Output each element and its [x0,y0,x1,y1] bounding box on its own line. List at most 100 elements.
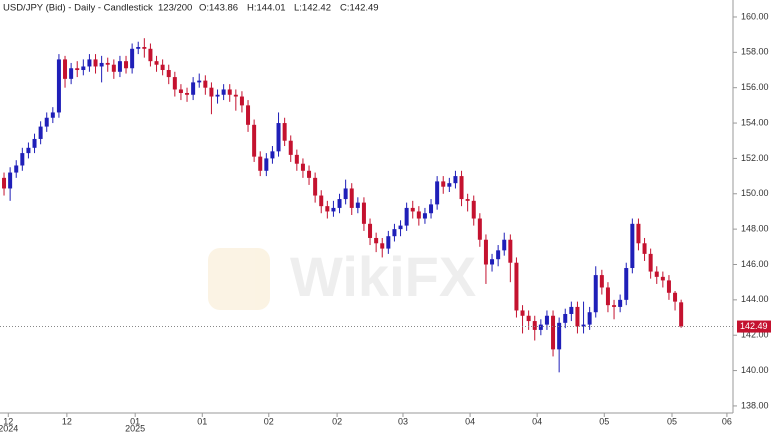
candle-body [178,89,183,93]
candle-body [441,181,446,187]
y-tick-label: 158.00 [741,47,769,57]
candle-body [666,280,671,293]
candle-body [44,117,49,127]
candle-body [575,306,580,327]
candle-body [465,199,470,201]
candle-body [56,59,61,113]
candle-body [69,68,74,79]
y-tick-label: 142.00 [741,330,769,340]
candle-body [673,292,678,302]
candle-body [294,154,299,164]
candle-body [660,276,665,281]
candle-body [624,268,629,300]
candle-body [551,315,556,350]
candle-body [429,204,434,214]
candle-body [483,239,488,265]
candle-body [636,223,641,244]
candle-body [14,165,19,173]
candle-body [32,138,37,148]
candle-body [221,89,226,95]
candle-body [252,124,257,157]
candle-body [20,153,25,166]
candle-body [307,170,312,178]
candle-body [343,188,348,200]
candle-body [612,305,617,307]
candle-body [532,321,537,330]
watermark-logo [208,248,270,310]
candle-body [435,181,440,205]
candle-body [148,48,153,62]
candle-body [209,87,214,97]
candle-body [386,236,391,249]
candle-body [398,225,403,230]
candle-body [239,96,244,106]
candle-body [331,207,336,212]
x-tick-label: 06 [722,416,732,426]
candle-body [111,64,116,72]
candle-body [422,213,427,219]
candle-body [648,253,653,272]
candle-body [270,151,275,159]
candle-body [313,177,318,196]
x-tick-label: 05 [667,416,677,426]
candle-body [569,306,574,314]
candle-body [50,112,55,118]
candle-body [404,207,409,226]
x-tick-label: 01 [130,416,140,426]
candle-body [618,299,623,307]
candle-body [136,47,141,49]
x-tick-label: 02 [264,416,274,426]
candle-body [227,89,232,95]
candle-body [557,322,562,350]
candle-body [593,275,598,313]
y-tick-label: 154.00 [741,117,769,127]
x-year-label: 2024 [0,423,18,432]
candle-body [630,223,635,269]
candle-body [349,188,354,208]
counter: 123/200 [158,3,192,14]
candle-body [410,207,415,212]
candle-body [160,64,165,71]
candle-body [374,237,379,244]
ohlc-label: H:144.01 [247,3,286,14]
candle-body [319,195,324,207]
y-tick-label: 156.00 [741,82,769,92]
candle-body [361,202,366,224]
candle-body [246,105,251,125]
candle-body [355,202,360,208]
candle-body [105,62,110,65]
y-tick-label: 146.00 [741,259,769,269]
chart-title: USD/JPY (Bid) - Daily - Candlestick [3,3,153,14]
candle-body [496,250,501,260]
candle-body [368,223,373,238]
x-tick-label: 03 [398,416,408,426]
candle-body [490,259,495,265]
x-tick-label: 05 [599,416,609,426]
y-tick-label: 152.00 [741,153,769,163]
watermark: WikiFX [208,245,476,310]
candle-body [197,80,202,83]
x-tick-label: 04 [465,416,475,426]
candle-body [264,158,269,171]
candle-body [75,68,80,71]
ohlc-label: C:142.49 [340,3,379,14]
candle-body [508,239,513,263]
candle-body [81,66,86,71]
watermark-text: WikiFX [290,245,476,308]
candle-body [325,206,330,212]
last-price-box [737,320,771,333]
candle-body [63,59,68,79]
candle-body [99,62,104,67]
candle-body [392,229,397,237]
candle-body [172,77,177,90]
x-tick-label: 02 [332,416,342,426]
candle-body [258,156,263,171]
candle-body [300,163,305,171]
candle-body [166,70,171,78]
candle-body [526,315,531,322]
candle-body [117,61,122,72]
candle-body [288,140,293,155]
candle-body [203,80,208,88]
candle-body [8,172,13,189]
